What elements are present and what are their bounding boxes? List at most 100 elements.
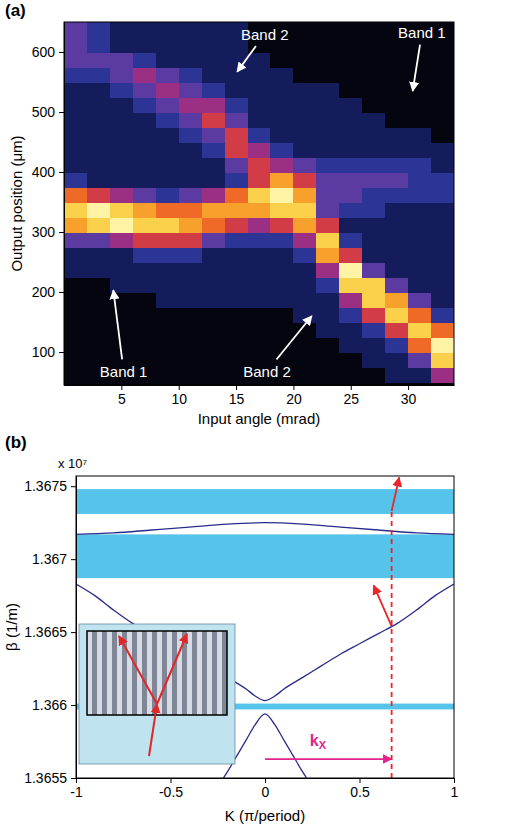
heat-cell xyxy=(316,82,340,98)
heat-cell xyxy=(64,262,88,278)
tick-label: 100 xyxy=(32,344,56,360)
heat-cell xyxy=(408,367,432,383)
heat-cell xyxy=(64,202,88,218)
heat-cell xyxy=(133,22,157,38)
heat-cell xyxy=(225,247,249,263)
heat-cell xyxy=(408,292,432,308)
heat-cell xyxy=(248,307,272,323)
heat-cell xyxy=(362,97,386,113)
heat-cell xyxy=(408,217,432,233)
heat-cell xyxy=(156,277,180,293)
annotation: Band 1 xyxy=(398,24,446,41)
heat-cell xyxy=(385,247,409,263)
tick: 5 xyxy=(118,385,126,407)
heat-cell xyxy=(133,97,157,113)
heat-cell xyxy=(133,127,157,143)
heat-cell xyxy=(339,337,363,353)
heat-cell xyxy=(408,67,432,83)
tick: 0 xyxy=(262,778,270,800)
heat-cell xyxy=(87,112,111,128)
heat-cell xyxy=(408,142,432,158)
heat-cell xyxy=(179,247,203,263)
heat-cell xyxy=(408,187,432,203)
heat-cell xyxy=(156,247,180,263)
heat-cell xyxy=(133,262,157,278)
heat-cell xyxy=(362,172,386,188)
annotation-arrow xyxy=(276,316,311,360)
heat-cell xyxy=(362,157,386,173)
heat-cell xyxy=(64,112,88,128)
heat-cell xyxy=(408,247,432,263)
heat-cell xyxy=(431,52,454,68)
heat-cell xyxy=(385,367,409,383)
tick: 200 xyxy=(32,284,64,300)
heat-cell xyxy=(202,172,226,188)
annotation-arrow xyxy=(113,290,122,359)
heat-cell xyxy=(179,187,203,203)
heat-cell xyxy=(362,52,386,68)
heat-cell xyxy=(179,277,203,293)
heat-cell xyxy=(316,277,340,293)
heat-cell xyxy=(87,247,111,263)
heat-cell xyxy=(156,127,180,143)
heat-cell xyxy=(156,157,180,173)
heat-cell xyxy=(408,307,432,323)
heat-cell xyxy=(293,367,317,383)
annotation-subscript: X xyxy=(319,739,327,751)
heat-cell xyxy=(339,37,363,53)
heat-cell xyxy=(339,352,363,368)
y-axis-title: β (1/m) xyxy=(3,603,20,651)
heat-cell xyxy=(316,307,340,323)
tick-mark xyxy=(59,112,64,113)
heat-cell xyxy=(362,127,386,143)
heat-cell xyxy=(64,307,88,323)
heat-cell xyxy=(156,232,180,248)
heat-cell xyxy=(431,307,454,323)
heat-cell xyxy=(202,322,226,338)
heat-cell xyxy=(362,202,386,218)
heat-cell xyxy=(225,202,249,218)
heat-cell xyxy=(408,262,432,278)
heat-cell xyxy=(156,292,180,308)
heat-cell xyxy=(339,172,363,188)
heat-cell xyxy=(248,82,272,98)
heat-cell xyxy=(339,247,363,263)
heat-cell xyxy=(87,262,111,278)
heat-cell xyxy=(87,37,111,53)
heat-cell xyxy=(179,82,203,98)
heat-cell xyxy=(202,232,226,248)
heat-cell xyxy=(270,82,294,98)
heat-cell xyxy=(64,37,88,53)
arrow xyxy=(374,585,392,626)
annotation: Band 2 xyxy=(243,363,291,380)
tick-label: 1.3665 xyxy=(24,624,67,640)
heat-cell xyxy=(362,232,386,248)
tick-mark xyxy=(121,385,122,390)
heat-cell xyxy=(316,217,340,233)
heat-cell xyxy=(202,157,226,173)
heat-cell xyxy=(431,367,454,383)
tick-mark xyxy=(59,172,64,173)
heat-cell xyxy=(110,37,134,53)
heat-cell xyxy=(133,232,157,248)
heat-cell xyxy=(110,127,134,143)
heat-cell xyxy=(156,97,180,113)
heat-cell xyxy=(316,187,340,203)
heat-cell xyxy=(64,127,88,143)
tick-label: 25 xyxy=(343,391,359,407)
heat-cell xyxy=(225,112,249,128)
heat-cell xyxy=(202,127,226,143)
tick-label: -1 xyxy=(70,784,83,800)
heat-cell xyxy=(225,127,249,143)
heat-cell xyxy=(316,97,340,113)
tick-label: 400 xyxy=(32,164,56,180)
heat-cell xyxy=(64,292,88,308)
heat-cell xyxy=(270,277,294,293)
inset-grating-stripe xyxy=(172,631,177,715)
heat-cell xyxy=(431,337,454,353)
heat-cell xyxy=(202,97,226,113)
heat-cell xyxy=(339,67,363,83)
inset-grating xyxy=(87,631,227,715)
arrow xyxy=(392,477,400,511)
heat-cell xyxy=(362,367,386,383)
